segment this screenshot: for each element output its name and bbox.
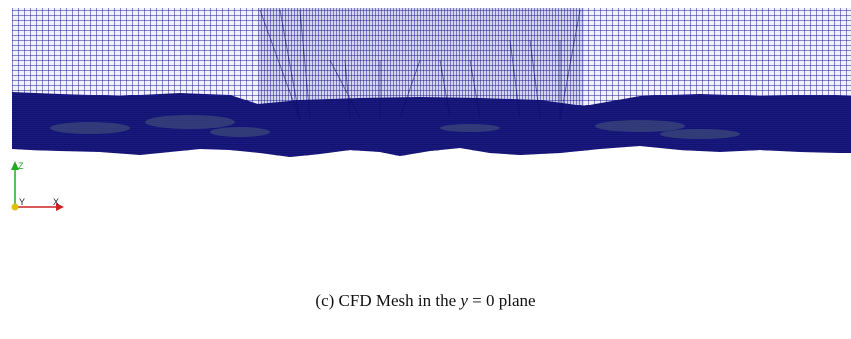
caption-math-variable: y bbox=[460, 291, 468, 310]
figure-caption: (c) CFD Mesh in the y = 0 plane bbox=[0, 291, 851, 311]
caption-label: (c) bbox=[315, 291, 335, 310]
caption-text-before: CFD Mesh in the bbox=[338, 291, 457, 310]
mesh-body bbox=[12, 8, 851, 157]
cfd-mesh-view bbox=[12, 8, 851, 157]
x-axis-label: X bbox=[53, 197, 59, 207]
y-axis-label: Y bbox=[19, 197, 25, 207]
y-axis-marker-icon bbox=[11, 203, 19, 211]
x-axis-arrow-icon bbox=[56, 203, 64, 211]
z-axis-arrow-icon bbox=[11, 161, 19, 170]
axes-orientation-triad: Z X Y bbox=[11, 161, 64, 211]
mesh-boundary-layer bbox=[12, 92, 851, 157]
caption-math-rest: = 0 bbox=[472, 291, 495, 310]
mesh-surface-texture bbox=[50, 115, 740, 139]
caption-text-after: plane bbox=[498, 291, 536, 310]
z-axis-label: Z bbox=[18, 161, 24, 171]
mesh-streaks bbox=[259, 9, 581, 121]
